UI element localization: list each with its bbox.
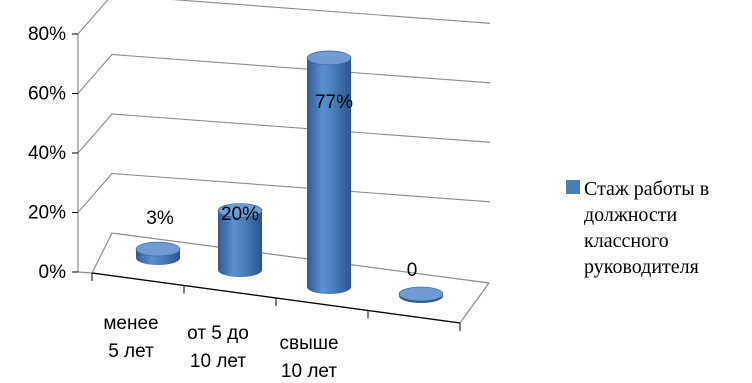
bar-top <box>398 286 444 302</box>
legend-line-2: должности <box>584 204 678 226</box>
x-category-label: от 5 до <box>187 323 249 344</box>
legend-swatch <box>566 180 580 194</box>
legend-line-4: руководителя <box>584 256 699 278</box>
y-tick-label: 40% <box>28 143 66 164</box>
gridline <box>77 53 491 94</box>
bar <box>217 203 263 277</box>
x-category-label: 5 лет <box>108 341 154 362</box>
bar <box>306 50 352 294</box>
data-label: 3% <box>146 208 174 229</box>
legend-line-3: классного <box>584 230 669 252</box>
x-category-label: 10 лет <box>190 351 246 372</box>
gridline <box>77 0 491 35</box>
bar <box>398 286 444 303</box>
gridline <box>77 172 491 213</box>
y-tick-label: 80% <box>28 24 66 45</box>
bar-top <box>135 241 181 257</box>
bar-body <box>307 57 351 294</box>
data-label: 20% <box>221 204 259 225</box>
bar-top <box>306 50 352 66</box>
y-tick-label: 20% <box>28 203 66 224</box>
data-label: 0 <box>407 260 418 281</box>
y-tick-label: 0% <box>39 262 67 283</box>
legend-line-1: Стаж работы в <box>584 178 710 200</box>
bar-top <box>217 203 263 218</box>
data-label: 77% <box>315 92 353 113</box>
x-category-label: 10 лет <box>281 361 337 382</box>
bar <box>135 241 181 265</box>
y-tick-label: 60% <box>28 84 66 105</box>
side-wall-edge <box>77 271 93 274</box>
x-category-label: свыше <box>279 333 338 354</box>
bar-body <box>218 210 262 277</box>
legend: Стаж работы в должности классного руково… <box>566 176 752 280</box>
x-category-label: менее <box>103 313 158 334</box>
gridline <box>77 113 491 154</box>
